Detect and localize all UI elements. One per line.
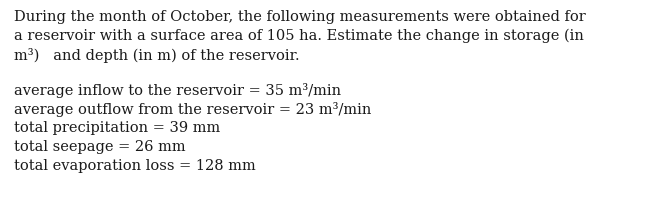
Text: total evaporation loss = 128 mm: total evaporation loss = 128 mm xyxy=(14,159,256,173)
Text: m³)   and depth (in m) of the reservoir.: m³) and depth (in m) of the reservoir. xyxy=(14,48,299,63)
Text: average outflow from the reservoir = 23 m³/min: average outflow from the reservoir = 23 … xyxy=(14,102,371,117)
Text: a reservoir with a surface area of 105 ha. Estimate the change in storage (in: a reservoir with a surface area of 105 h… xyxy=(14,29,584,43)
Text: total precipitation = 39 mm: total precipitation = 39 mm xyxy=(14,121,220,135)
Text: During the month of October, the following measurements were obtained for: During the month of October, the followi… xyxy=(14,10,586,24)
Text: total seepage = 26 mm: total seepage = 26 mm xyxy=(14,140,186,154)
Text: average inflow to the reservoir = 35 m³/min: average inflow to the reservoir = 35 m³/… xyxy=(14,83,341,98)
